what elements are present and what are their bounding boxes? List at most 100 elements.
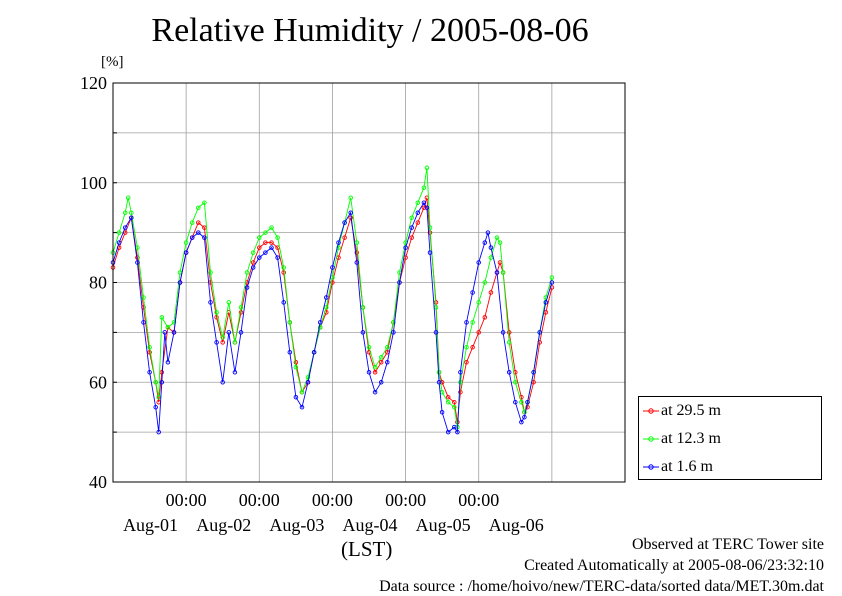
data-point — [424, 205, 430, 210]
y-tick-label: 120 — [80, 73, 107, 93]
data-point — [324, 295, 329, 300]
legend-item: at 29.5 m — [639, 400, 821, 422]
data-point — [244, 285, 250, 290]
x-day-label: Aug-06 — [489, 515, 544, 535]
data-point — [305, 380, 311, 385]
data-point — [455, 429, 460, 435]
footer-observed: Observed at TERC Tower site — [631, 536, 824, 553]
data-point — [189, 220, 195, 225]
data-point — [488, 245, 494, 250]
legend-label: at 12.3 m — [661, 430, 721, 447]
data-point — [250, 260, 256, 265]
data-point — [125, 195, 131, 200]
data-point — [421, 200, 427, 205]
data-point — [506, 370, 512, 375]
data-point — [220, 335, 225, 340]
data-point — [177, 280, 183, 285]
data-point — [147, 345, 152, 350]
data-point — [482, 315, 488, 320]
data-point — [476, 260, 481, 265]
data-point — [208, 270, 213, 275]
data-point — [482, 240, 488, 245]
data-point — [156, 429, 161, 435]
data-point — [238, 330, 244, 335]
data-point — [129, 210, 134, 215]
data-point — [436, 370, 442, 375]
data-point — [482, 280, 488, 285]
x-day-label: Aug-01 — [123, 515, 178, 535]
data-point — [378, 360, 384, 365]
data-point — [397, 280, 402, 285]
data-point — [458, 370, 463, 375]
footer-source: Data source : /home/hoivo/new/TERC-data/… — [379, 578, 824, 595]
data-point — [354, 240, 360, 245]
data-point — [436, 380, 442, 385]
data-point — [269, 240, 274, 245]
data-point — [452, 404, 457, 410]
data-point — [549, 275, 555, 280]
data-point — [424, 165, 430, 171]
data-point — [470, 290, 475, 295]
x-day-label: Aug-04 — [343, 515, 398, 535]
data-point — [250, 265, 256, 270]
legend-swatch-red — [643, 408, 659, 414]
data-point — [122, 210, 128, 215]
data-point — [202, 200, 207, 205]
data-point — [263, 250, 268, 255]
data-point — [232, 340, 238, 345]
data-point — [500, 270, 506, 275]
data-point — [464, 345, 469, 350]
data-point — [214, 340, 219, 345]
data-point — [299, 389, 305, 395]
data-point — [522, 414, 527, 420]
data-point — [330, 280, 335, 285]
data-point — [281, 265, 286, 270]
data-point — [147, 350, 152, 355]
x-time-tick-label: 00:00 — [239, 490, 280, 510]
data-point — [348, 210, 353, 215]
data-point — [549, 280, 555, 285]
data-point — [116, 240, 122, 245]
data-point — [275, 255, 280, 260]
data-point — [494, 270, 500, 275]
data-point — [171, 320, 177, 325]
x-day-label: Aug-03 — [269, 515, 324, 535]
data-point — [494, 235, 500, 240]
data-point — [391, 330, 396, 335]
data-point — [129, 215, 134, 220]
data-point — [470, 320, 475, 325]
data-point — [385, 345, 390, 350]
data-point — [464, 360, 469, 365]
data-point — [497, 240, 503, 245]
x-time-tick-label: 00:00 — [166, 490, 207, 510]
data-point — [506, 330, 512, 335]
data-point — [281, 300, 286, 305]
data-point — [165, 360, 171, 365]
x-day-label: Aug-02 — [196, 515, 251, 535]
data-point — [543, 300, 549, 305]
data-point — [226, 330, 232, 335]
data-point — [330, 265, 335, 270]
data-point — [269, 245, 274, 250]
data-point — [317, 325, 323, 330]
data-point — [378, 355, 384, 360]
legend-item: at 1.6 m — [639, 456, 821, 478]
data-point — [238, 305, 244, 310]
data-point — [488, 290, 494, 295]
data-point — [421, 205, 427, 210]
data-point — [445, 429, 451, 435]
data-point — [287, 350, 293, 355]
data-point — [348, 195, 353, 200]
data-point — [513, 380, 518, 385]
data-point — [433, 330, 439, 335]
data-point — [342, 235, 347, 240]
data-point — [162, 330, 168, 335]
data-point — [263, 240, 268, 245]
y-tick-label: 60 — [89, 372, 107, 392]
legend-item: at 12.3 m — [639, 428, 821, 450]
y-tick-label: 100 — [80, 173, 107, 193]
data-point — [226, 300, 232, 305]
data-point — [421, 185, 427, 190]
series-line — [112, 167, 553, 428]
